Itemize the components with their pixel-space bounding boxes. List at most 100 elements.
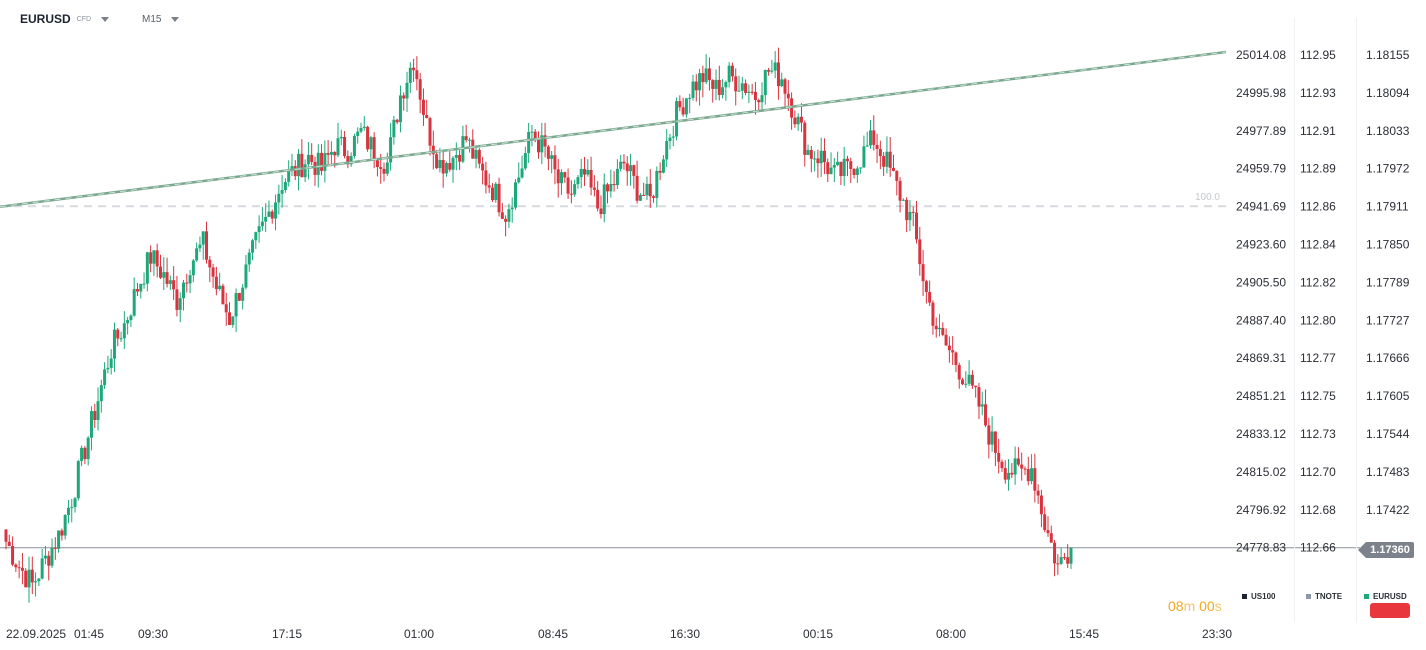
candle (356, 127, 360, 144)
symbol-selector[interactable]: EURUSD CFD (20, 12, 110, 26)
candle-body (658, 170, 662, 173)
candle (513, 178, 517, 210)
candle-body (951, 350, 955, 353)
eurusd-axis-tick: 1.18155 (1366, 48, 1410, 62)
candle (510, 197, 514, 223)
candle-body (392, 119, 396, 138)
candle-body (73, 498, 77, 508)
candle-body (776, 62, 780, 87)
candle-body (320, 152, 324, 171)
candle-body (188, 275, 192, 284)
candle-body (162, 272, 166, 278)
eurusd-axis-tick: 1.17911 (1366, 200, 1409, 214)
candle (734, 68, 738, 106)
candle (842, 146, 846, 186)
axis-separator (1294, 18, 1295, 623)
legend-item-us100[interactable]: US100 (1242, 592, 1275, 601)
candle (816, 149, 820, 178)
candle-body (839, 161, 843, 177)
candle-body (737, 90, 741, 92)
tnote-axis-tick: 112.91 (1300, 124, 1336, 138)
candle-body (780, 79, 784, 87)
candle-body (70, 507, 74, 509)
candle (372, 132, 376, 169)
candle (730, 62, 734, 82)
candle (724, 80, 728, 101)
legend-item-tnote[interactable]: TNOTE (1306, 592, 1342, 601)
candle (737, 75, 741, 92)
candle (287, 160, 291, 187)
candle (300, 139, 304, 178)
candle (448, 150, 452, 172)
candle-body (277, 193, 281, 203)
candle (218, 272, 222, 291)
candle (589, 156, 593, 196)
candle (402, 92, 406, 111)
candle (852, 167, 856, 179)
tnote-axis-tick: 112.86 (1300, 200, 1336, 214)
candle (37, 578, 41, 586)
candle (569, 180, 573, 204)
candle-body (389, 137, 393, 163)
candle-body (339, 136, 343, 139)
candle-body (139, 283, 143, 292)
candle (428, 116, 432, 156)
candle (642, 182, 646, 196)
candle (934, 317, 938, 338)
candle (339, 129, 343, 146)
candle-body (855, 168, 859, 175)
us100-axis-tick: 24851.21 (1236, 389, 1286, 403)
candle-body (458, 154, 462, 162)
candle (878, 140, 882, 170)
candle-body (494, 183, 498, 201)
legend-label: TNOTE (1315, 592, 1343, 601)
candle (592, 175, 596, 197)
sell-button[interactable] (1370, 603, 1410, 618)
candle-body (454, 154, 458, 158)
candle-body (218, 285, 222, 290)
candle (40, 548, 44, 580)
candle-body (297, 153, 301, 177)
timeframe-selector[interactable]: M15 (142, 14, 180, 25)
us100-axis-tick: 24869.31 (1236, 351, 1286, 365)
legend-item-eurusd[interactable]: EURUSD (1364, 592, 1407, 601)
time-axis-tick: 22.09.2025 (6, 627, 66, 641)
candle (24, 568, 28, 588)
candle-body (99, 385, 103, 402)
candle-body (251, 240, 255, 253)
candle (964, 371, 968, 388)
candle (655, 166, 659, 208)
candle-body (513, 182, 517, 208)
candle-body (398, 95, 402, 123)
candle-body (980, 404, 984, 407)
candle-body (678, 101, 682, 108)
candle-body (481, 163, 485, 171)
time-axis-tick: 23:30 (1202, 627, 1232, 641)
trendline-dash (0, 51, 1227, 208)
us100-axis-tick: 24977.89 (1236, 124, 1286, 138)
candle-body (661, 159, 665, 173)
candle-body (66, 507, 70, 516)
legend-label: EURUSD (1373, 592, 1407, 601)
candle-body (448, 163, 452, 170)
candle (957, 362, 961, 389)
candle-body (954, 352, 958, 366)
candle-body (237, 293, 241, 301)
candle (961, 377, 965, 386)
candle-body (573, 184, 577, 195)
candle-body (941, 327, 945, 335)
candle-body (724, 82, 728, 88)
candle (1059, 548, 1063, 565)
candle (323, 140, 327, 183)
candle-body (717, 79, 721, 95)
candle (1056, 554, 1060, 575)
candle-body (1066, 557, 1070, 564)
candle (471, 129, 475, 159)
candle (162, 257, 166, 291)
candle-body (444, 163, 448, 174)
candle-body (313, 161, 317, 175)
candle-body (379, 167, 383, 169)
candle (382, 162, 386, 182)
candle (464, 124, 468, 143)
